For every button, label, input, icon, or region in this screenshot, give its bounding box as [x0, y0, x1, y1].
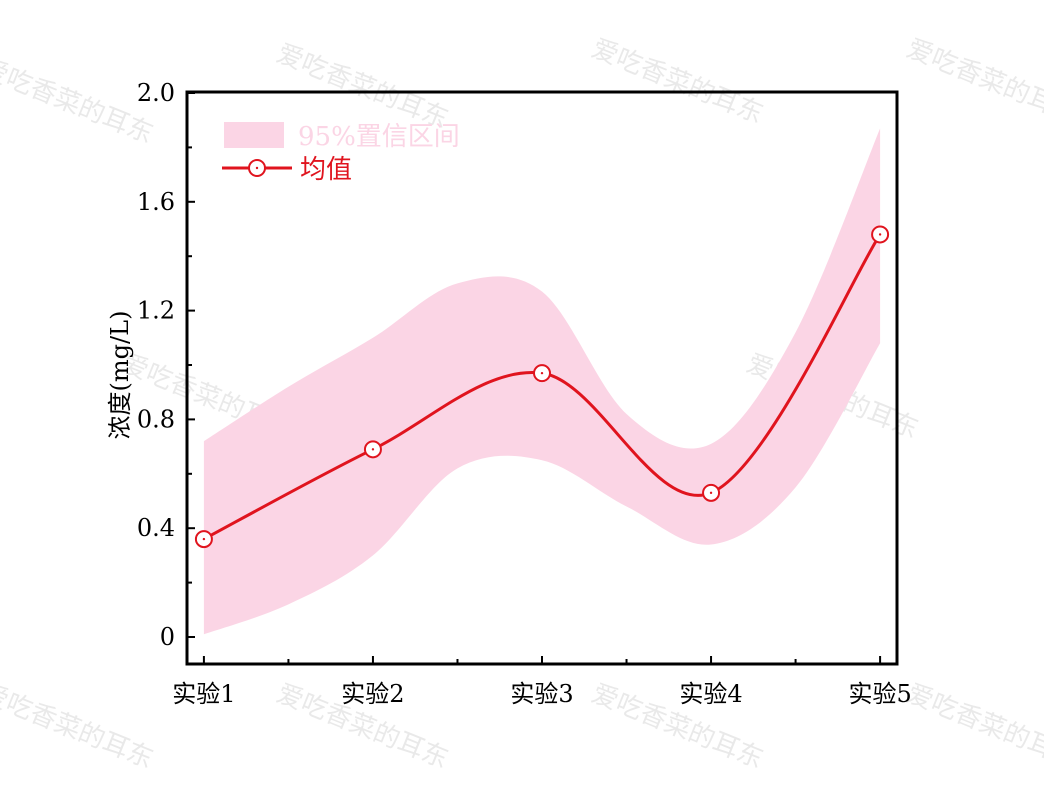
x-tick-label: 实验4	[679, 680, 742, 708]
data-point-center	[371, 448, 375, 451]
x-tick-label: 实验5	[848, 680, 911, 708]
x-tick-label: 实验1	[172, 680, 235, 708]
y-tick-label: 1.6	[137, 188, 175, 216]
y-tick-label: 2.0	[137, 79, 175, 107]
y-tick-label: 0.4	[137, 514, 175, 542]
data-point-center	[709, 491, 713, 495]
y-axis: 0 0.4 0.8 1.2 1.6 2.0	[137, 79, 195, 651]
legend-ci-label: 95%置信区间	[298, 122, 460, 152]
data-point-center	[540, 371, 544, 375]
data-points	[194, 225, 890, 549]
legend-ci-swatch	[224, 122, 284, 148]
y-tick-label: 0.8	[137, 405, 175, 433]
mean-line	[203, 233, 882, 541]
x-tick-label: 实验3	[510, 680, 573, 708]
x-tick-label: 实验2	[341, 680, 404, 708]
data-point-center	[202, 537, 206, 541]
mean-line-layer	[203, 233, 882, 541]
legend: 95%置信区间 均值	[222, 122, 460, 185]
legend-mean-marker-dot	[255, 166, 259, 170]
x-axis: 实验1 实验2 实验3 实验4 实验5	[172, 656, 912, 708]
y-axis-title: 浓度(mg/L)	[106, 311, 134, 440]
legend-mean-label: 均值	[300, 155, 352, 185]
data-point-center	[878, 233, 882, 236]
y-tick-label: 1.2	[137, 297, 175, 325]
y-tick-label: 0	[160, 623, 175, 651]
